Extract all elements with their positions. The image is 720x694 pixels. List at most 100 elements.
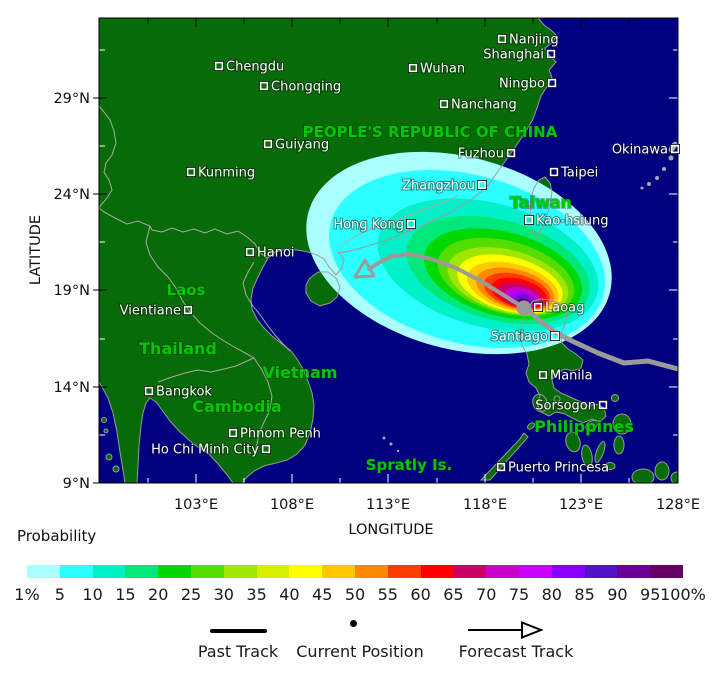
city-square-icon — [477, 180, 487, 190]
storm-tracks — [353, 252, 678, 372]
city-square-icon — [186, 167, 196, 177]
city-label-guiyang: Guiyang — [275, 138, 329, 153]
city-square-outline — [533, 302, 543, 312]
colorbar-segment-11 — [354, 565, 388, 578]
city-fuzhou: Fuzhou — [457, 146, 516, 163]
y-axis-label-29-n: 29°N — [53, 91, 90, 107]
colorbar-segment-13 — [420, 565, 454, 578]
city-square-icon — [496, 462, 506, 472]
forecast-track-line — [367, 252, 526, 310]
city-square-icon — [506, 148, 516, 158]
y-axis-title: LATITUDE — [28, 215, 44, 285]
region-labels: PEOPLE'S REPUBLIC OF CHINA Taiwan Laos Thai… — [138, 122, 635, 475]
city-label-chongqing: Chongqing — [271, 80, 341, 95]
city-square-outline — [214, 61, 224, 71]
city-square-outline — [506, 148, 516, 158]
colorbar-label-70: 70 — [476, 585, 497, 604]
city-square-icon — [497, 34, 507, 44]
city-shanghai: Shanghai — [482, 47, 556, 64]
past-track-label: Past Track — [197, 642, 279, 661]
colorbar-label-95: 95 — [640, 585, 661, 604]
x-axis-label-113-e: 113°E — [366, 497, 410, 513]
probability-colorbar — [27, 565, 683, 578]
colorbar-segment-7 — [223, 565, 257, 578]
x-axis-label-103-e: 103°E — [174, 497, 218, 513]
city-phnom-penh: Phnom Penh — [228, 426, 322, 443]
city-square-icon — [245, 247, 255, 257]
city-laoag: Laoag — [533, 300, 585, 317]
city-square-outline — [406, 219, 416, 229]
region-label-people-s-republic-of-china: PEOPLE'S REPUBLIC OF CHINA — [303, 123, 558, 141]
colorbar-label-40: 40 — [279, 585, 300, 604]
x-axis-label-123-e: 123°E — [559, 497, 603, 513]
city-square-icon — [261, 444, 271, 454]
city-nanjing: Nanjing — [497, 32, 560, 49]
city-wuhan: Wuhan — [408, 61, 466, 78]
city-square-icon — [259, 81, 269, 91]
city-square-icon — [439, 99, 449, 109]
city-square-icon — [214, 61, 224, 71]
city-kunming: Kunming — [186, 165, 256, 182]
colorbar-label-20: 20 — [148, 585, 169, 604]
region-label-taiwan: Taiwan — [510, 193, 572, 212]
colorbar-segment-5 — [158, 565, 191, 578]
colorbar-segment-19 — [617, 565, 651, 578]
colorbar-segment-18 — [584, 565, 618, 578]
city-square-icon — [547, 78, 557, 88]
city-nanchang: Nanchang — [439, 97, 518, 114]
forecast-track-icon — [468, 621, 544, 639]
city-square-icon — [263, 139, 273, 149]
colorbar-label-25: 25 — [180, 585, 202, 604]
colorbar-segment-2 — [59, 565, 93, 578]
past-track-line — [521, 305, 678, 372]
city-label-okinawa: Okinawa — [612, 143, 668, 158]
forecast-track-label: Forecast Track — [458, 642, 574, 661]
city-square-outline — [186, 167, 196, 177]
city-label-shanghai: Shanghai — [483, 48, 544, 63]
city-label-vientiane: Vientiane — [120, 304, 181, 319]
city-label-nanchang: Nanchang — [451, 98, 517, 113]
city-square-outline — [598, 400, 608, 410]
city-square-outline — [261, 444, 271, 454]
current-position-marker — [516, 300, 532, 316]
city-taipei: Taipei — [549, 165, 599, 182]
city-label-puerto-princesa: Puerto Princesa — [508, 461, 609, 476]
region-label-laos: Laos — [167, 281, 206, 299]
city-square-icon — [524, 215, 534, 225]
city-square-outline — [477, 180, 487, 190]
colorbar-label-1: 1% — [14, 585, 40, 604]
colorbar-label-50: 50 — [344, 585, 366, 604]
colorbar-label-85: 85 — [574, 585, 595, 604]
city-santiago: Santiago — [490, 329, 560, 346]
city-label-laoag: Laoag — [545, 301, 584, 316]
city-square-outline — [670, 144, 680, 154]
city-square-icon — [550, 331, 560, 341]
x-axis-title: LONGITUDE — [348, 522, 433, 538]
city-square-icon — [549, 167, 559, 177]
region-label-philippines: Philippines — [534, 417, 634, 436]
city-square-icon — [538, 370, 548, 380]
colorbar-label-75: 75 — [508, 585, 530, 604]
colorbar-segment-20 — [650, 565, 683, 578]
colorbar-label-10: 10 — [82, 585, 103, 604]
colorbar-label-65: 65 — [443, 585, 464, 604]
colorbar-label-15: 15 — [115, 585, 136, 604]
x-axis-label-108-e: 108°E — [270, 497, 314, 513]
city-square-outline — [546, 49, 556, 59]
city-okinawa: Okinawa — [611, 142, 680, 159]
probability-colorbar-labels: 1% 5 10 15 20 25 30 35 40 45 50 55 60 65 70 75 80 85 90 95 1… — [0, 585, 720, 605]
city-puerto-princesa: Puerto Princesa — [496, 460, 610, 477]
city-hong-kong: Hong Kong — [332, 217, 416, 234]
city-chongqing: Chongqing — [259, 79, 342, 96]
city-label-phnom-penh: Phnom Penh — [240, 427, 321, 442]
colorbar-segment-14 — [453, 565, 487, 578]
forecast-arrowhead-icon — [353, 258, 376, 279]
colorbar-label-5: 5 — [54, 585, 65, 604]
city-label-kao-hsiung: Kao-hsiung — [536, 214, 609, 229]
colorbar-label-90: 90 — [607, 585, 628, 604]
city-square-icon — [406, 219, 416, 229]
city-square-icon — [183, 305, 193, 315]
city-label-bangkok: Bangkok — [156, 385, 212, 400]
colorbar-label-55: 55 — [377, 585, 398, 604]
